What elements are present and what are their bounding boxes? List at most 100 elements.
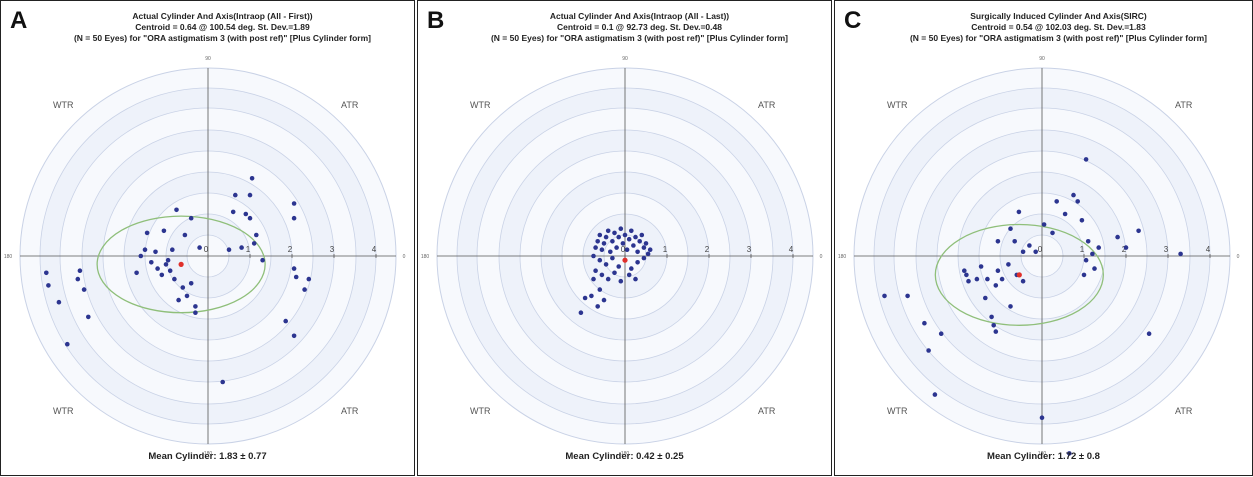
centroid-point xyxy=(622,257,628,263)
data-point xyxy=(1136,228,1141,234)
data-point xyxy=(599,247,605,252)
data-point xyxy=(1115,234,1120,240)
data-point xyxy=(193,310,198,316)
data-point xyxy=(622,232,628,238)
data-point xyxy=(260,257,265,263)
plot-group: 0 1 2 3 4 90 180 180 0 WTR ATR WTR ATR xyxy=(4,56,406,457)
data-point xyxy=(291,201,297,206)
data-point xyxy=(578,310,584,316)
title-line-1: Surgically Induced Cylinder And Axis(SIR… xyxy=(970,11,1147,21)
chart-title: Actual Cylinder And Axis(Intraop (All - … xyxy=(458,11,821,44)
radial-tick-label: 4 xyxy=(1206,245,1211,254)
data-point xyxy=(1062,211,1068,217)
radial-tick-label: 1 xyxy=(663,245,668,254)
quadrant-label-bottom-right: ATR xyxy=(1175,406,1193,416)
quadrant-label-bottom-right: ATR xyxy=(758,406,776,416)
data-point xyxy=(170,247,175,252)
axis-label-bottom: 180 xyxy=(1038,451,1047,457)
data-point xyxy=(605,276,611,282)
data-point xyxy=(605,228,611,234)
data-point xyxy=(165,257,171,263)
data-point xyxy=(595,304,600,309)
data-point xyxy=(639,232,645,238)
data-point xyxy=(293,274,299,280)
data-point xyxy=(86,314,91,320)
data-point xyxy=(603,262,609,267)
data-point xyxy=(163,262,169,267)
chart-title: Actual Cylinder And Axis(Intraop (All - … xyxy=(41,11,404,44)
axis-label-top: 90 xyxy=(205,56,211,62)
data-point xyxy=(1054,199,1059,204)
data-point xyxy=(597,232,603,238)
data-point xyxy=(633,276,638,282)
data-point xyxy=(161,228,167,234)
title-line-3: (N = 50 Eyes) for "ORA astigmatism 3 (wi… xyxy=(909,33,1208,43)
data-point xyxy=(1146,331,1152,337)
data-point xyxy=(56,299,62,305)
data-point xyxy=(962,268,967,274)
title-line-2: Centroid = 0.54 @ 102.03 deg. St. Dev.=1… xyxy=(971,22,1146,32)
data-point xyxy=(1079,218,1085,223)
polar-plot: 0 1 2 3 4 90 180 180 0 WTR ATR WTR ATR xyxy=(838,56,1240,457)
axis-label-right: 0 xyxy=(403,254,406,260)
radial-tick-label: 2 xyxy=(1122,245,1127,254)
data-point xyxy=(291,266,297,271)
data-point xyxy=(291,333,297,339)
data-point xyxy=(1083,257,1089,263)
polar-plot: 0 1 2 3 4 90 180 180 0 WTR ATR WTR ATR xyxy=(421,56,823,457)
data-point xyxy=(134,270,139,276)
data-point xyxy=(591,253,596,259)
data-point xyxy=(1020,278,1026,284)
radial-tick-label: 2 xyxy=(288,245,293,254)
data-point xyxy=(184,293,190,299)
data-point xyxy=(978,264,984,269)
data-point xyxy=(938,331,944,337)
panel-letter: B xyxy=(427,7,445,34)
data-point xyxy=(582,295,588,301)
data-point xyxy=(1067,451,1072,456)
radial-tick-label: 0 xyxy=(1038,245,1043,254)
data-point xyxy=(144,230,150,236)
data-point xyxy=(995,268,1001,274)
data-point xyxy=(610,255,615,261)
data-point xyxy=(1039,415,1045,421)
data-point xyxy=(624,247,630,252)
quadrant-label-top-left: WTR xyxy=(53,100,74,110)
data-point xyxy=(220,379,225,385)
data-point xyxy=(75,276,81,282)
data-point xyxy=(926,348,931,353)
data-point xyxy=(230,209,236,215)
data-point xyxy=(593,268,598,274)
data-point xyxy=(1071,192,1076,198)
data-point xyxy=(1096,245,1101,250)
data-point xyxy=(77,268,83,274)
data-point xyxy=(597,257,603,263)
data-point xyxy=(188,281,194,286)
data-point xyxy=(618,278,624,284)
data-point xyxy=(251,241,257,246)
data-point xyxy=(991,323,996,328)
data-point xyxy=(1123,245,1129,250)
data-point xyxy=(932,392,938,397)
data-point xyxy=(81,287,87,292)
panel-c: C Surgically Induced Cylinder And Axis(S… xyxy=(834,0,1253,476)
data-point xyxy=(44,270,49,276)
data-point xyxy=(247,215,253,221)
data-point xyxy=(995,239,1001,244)
panel-letter: C xyxy=(844,7,862,34)
data-point xyxy=(999,276,1005,282)
panel-letter: A xyxy=(10,7,28,34)
title-line-3: (N = 50 Eyes) for "ORA astigmatism 3 (wi… xyxy=(490,33,789,43)
data-point xyxy=(174,207,179,213)
data-point xyxy=(626,272,632,278)
data-point xyxy=(306,276,312,282)
data-point xyxy=(1008,304,1013,309)
data-point xyxy=(985,276,990,282)
quadrant-label-top-left: WTR xyxy=(470,100,491,110)
quadrant-label-bottom-left: WTR xyxy=(470,406,491,416)
data-point xyxy=(233,192,238,198)
data-point xyxy=(601,297,607,303)
data-point xyxy=(1041,222,1047,227)
plot-group: 0 1 2 3 4 90 180 180 0 WTR ATR WTR ATR xyxy=(421,56,823,457)
data-point xyxy=(1083,157,1089,162)
